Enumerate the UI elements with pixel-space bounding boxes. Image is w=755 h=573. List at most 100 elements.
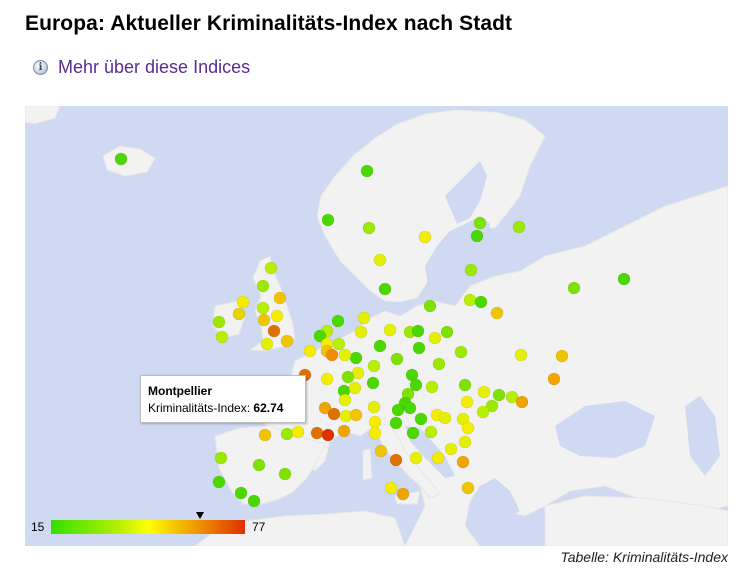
city-marker: [360, 164, 374, 178]
city-marker: [492, 388, 506, 402]
city-marker: [411, 324, 425, 338]
city-marker: [247, 494, 261, 508]
city-marker: [273, 291, 287, 305]
city-marker: [477, 385, 491, 399]
city-marker: [357, 311, 371, 325]
sea-adriatic: [405, 426, 455, 478]
city-marker: [321, 428, 335, 442]
city-marker: [512, 220, 526, 234]
city-marker: [212, 475, 226, 489]
city-marker: [464, 263, 478, 277]
sea-caspian: [685, 396, 720, 476]
city-marker: [368, 426, 382, 440]
europe-map-svg: [25, 106, 728, 546]
info-icon: i: [33, 60, 48, 75]
city-marker: [389, 416, 403, 430]
city-marker: [414, 412, 428, 426]
city-marker: [338, 348, 352, 362]
city-marker: [278, 467, 292, 481]
city-marker: [366, 376, 380, 390]
city-marker: [458, 378, 472, 392]
city-marker: [440, 325, 454, 339]
city-marker: [567, 281, 581, 295]
sea-black: [555, 401, 655, 458]
city-marker: [349, 408, 363, 422]
city-marker: [514, 348, 528, 362]
city-marker: [331, 314, 345, 328]
city-marker: [270, 309, 284, 323]
city-marker: [424, 425, 438, 439]
city-marker: [383, 323, 397, 337]
city-marker: [555, 349, 569, 363]
sea-aegean: [480, 478, 520, 521]
city-marker: [337, 424, 351, 438]
city-marker: [403, 401, 417, 415]
tooltip-value: 62.74: [253, 401, 284, 415]
city-marker: [456, 455, 470, 469]
city-marker: [280, 427, 294, 441]
city-marker: [341, 370, 355, 384]
city-marker: [505, 390, 519, 404]
city-marker: [321, 213, 335, 227]
page-title: Europa: Aktueller Kriminalitäts-Index na…: [25, 12, 513, 35]
city-marker: [423, 299, 437, 313]
land-britain: [248, 255, 296, 352]
legend-color-bar: [51, 520, 245, 534]
tooltip-row: Kriminalitäts-Index: 62.74: [148, 400, 298, 417]
city-marker: [367, 359, 381, 373]
city-marker: [409, 378, 423, 392]
city-marker: [338, 393, 352, 407]
city-marker: [463, 293, 477, 307]
city-marker: [325, 348, 339, 362]
city-marker: [236, 295, 250, 309]
city-marker: [485, 399, 499, 413]
table-caption: Tabelle: Kriminalitäts-Index: [560, 549, 728, 565]
city-marker: [384, 481, 398, 495]
city-marker: [470, 229, 484, 243]
city-marker: [461, 421, 475, 435]
city-marker: [431, 451, 445, 465]
city-marker: [252, 458, 266, 472]
crime-map[interactable]: [25, 106, 728, 546]
city-marker: [454, 345, 468, 359]
city-marker: [280, 334, 294, 348]
city-marker: [406, 426, 420, 440]
land-iberia: [214, 425, 326, 505]
city-marker: [389, 453, 403, 467]
city-marker: [313, 329, 327, 343]
city-marker: [348, 381, 362, 395]
city-marker: [617, 272, 631, 286]
city-marker: [418, 230, 432, 244]
city-marker: [391, 403, 405, 417]
city-marker: [412, 341, 426, 355]
city-marker: [428, 331, 442, 345]
city-marker: [374, 444, 388, 458]
city-marker: [390, 352, 404, 366]
sea-bothnia: [445, 161, 487, 224]
city-marker: [291, 425, 305, 439]
city-marker: [460, 395, 474, 409]
city-marker: [490, 306, 504, 320]
city-marker: [354, 325, 368, 339]
city-marker: [349, 351, 363, 365]
city-marker: [515, 395, 529, 409]
info-link[interactable]: i Mehr über diese Indices: [33, 57, 250, 78]
info-link-label[interactable]: Mehr über diese Indices: [58, 57, 251, 77]
city-marker: [256, 301, 270, 315]
land-iceland: [102, 145, 156, 177]
city-marker: [234, 486, 248, 500]
city-marker: [257, 313, 271, 327]
city-marker: [232, 307, 246, 321]
city-marker: [256, 279, 270, 293]
city-marker: [212, 315, 226, 329]
city-marker: [373, 253, 387, 267]
city-marker: [215, 330, 229, 344]
land-scandinavia: [316, 109, 546, 303]
city-marker: [373, 339, 387, 353]
city-marker: [258, 428, 272, 442]
city-marker: [438, 411, 452, 425]
city-marker: [444, 442, 458, 456]
city-marker: [367, 400, 381, 414]
city-marker: [476, 405, 490, 419]
city-marker: [332, 337, 346, 351]
